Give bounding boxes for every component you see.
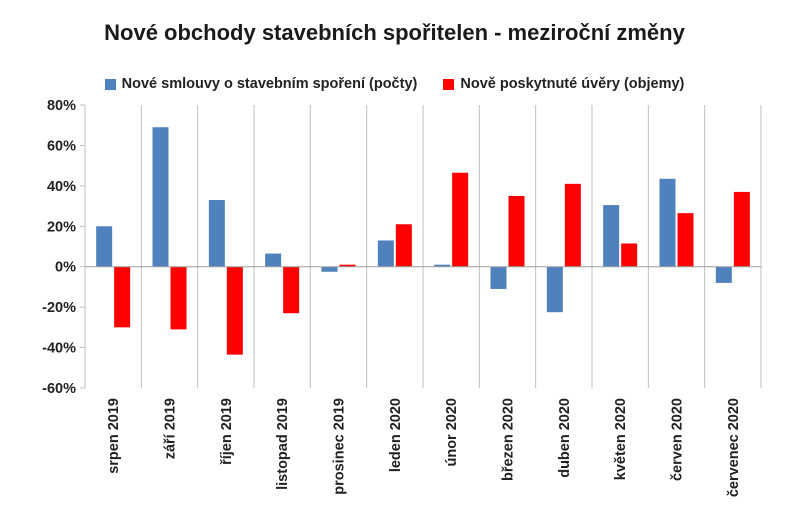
- bar-contracts: [434, 264, 451, 267]
- bar-loans: [339, 264, 356, 267]
- bar-loans: [452, 172, 469, 267]
- bar-loans: [621, 243, 638, 267]
- y-tick-label: 80%: [47, 98, 76, 114]
- y-tick-label: 60%: [47, 138, 76, 154]
- legend: Nové smlouvy o stavebním spoření (počty)…: [0, 76, 789, 92]
- bar-contracts: [659, 178, 676, 267]
- bar-contracts: [715, 266, 732, 283]
- x-tick-label: listopad 2019: [275, 398, 291, 490]
- bar-loans: [170, 266, 187, 330]
- legend-label-contracts: Nové smlouvy o stavebním spoření (počty): [121, 76, 418, 92]
- legend-swatch-contracts: [104, 78, 116, 90]
- x-tick-label: říjen 2019: [219, 398, 235, 465]
- bar-contracts: [603, 205, 620, 267]
- chart-title: Nové obchody stavebních spořitelen - mez…: [104, 20, 685, 45]
- bar-loans: [226, 266, 243, 355]
- bar-loans: [733, 191, 750, 267]
- x-tick-label: březen 2020: [501, 398, 517, 481]
- bar-loans: [395, 224, 412, 267]
- bar-contracts: [152, 127, 169, 267]
- bar-loans: [564, 183, 581, 267]
- y-tick-label: 40%: [47, 179, 76, 195]
- bar-loans: [114, 266, 131, 328]
- legend-item-contracts: Nové smlouvy o stavebním spoření (počty): [104, 76, 418, 92]
- bar-contracts: [546, 266, 563, 313]
- y-tick-label: 0%: [55, 260, 76, 276]
- x-tick-label: srpen 2019: [106, 398, 122, 474]
- bar-contracts: [96, 226, 113, 267]
- x-tick-label: červen 2020: [670, 398, 686, 481]
- x-tick-label: září 2019: [163, 398, 179, 459]
- x-tick-label: duben 2020: [557, 398, 573, 478]
- bar-loans: [677, 213, 694, 267]
- bar-loans: [508, 195, 525, 267]
- bar-contracts: [377, 240, 394, 267]
- x-tick-label: únor 2020: [444, 398, 460, 467]
- x-tick-label: leden 2020: [388, 398, 404, 472]
- bar-contracts: [208, 200, 225, 267]
- legend-swatch-loans: [443, 78, 455, 90]
- x-tick-label: prosinec 2019: [332, 398, 348, 495]
- bar-loans: [283, 266, 300, 314]
- y-tick-label: -20%: [42, 300, 76, 316]
- y-tick-label: -40%: [42, 341, 76, 357]
- legend-item-loans: Nově poskytnuté úvěry (objemy): [443, 76, 684, 92]
- legend-label-loans: Nově poskytnuté úvěry (objemy): [460, 76, 685, 92]
- bar-contracts: [490, 266, 507, 289]
- bar-contracts: [265, 253, 282, 267]
- y-tick-label: -60%: [42, 381, 76, 397]
- x-tick-label: červenec 2020: [726, 398, 742, 497]
- y-tick-label: 20%: [47, 219, 76, 235]
- x-tick-label: květen 2020: [613, 398, 629, 480]
- bar-contracts: [321, 266, 338, 272]
